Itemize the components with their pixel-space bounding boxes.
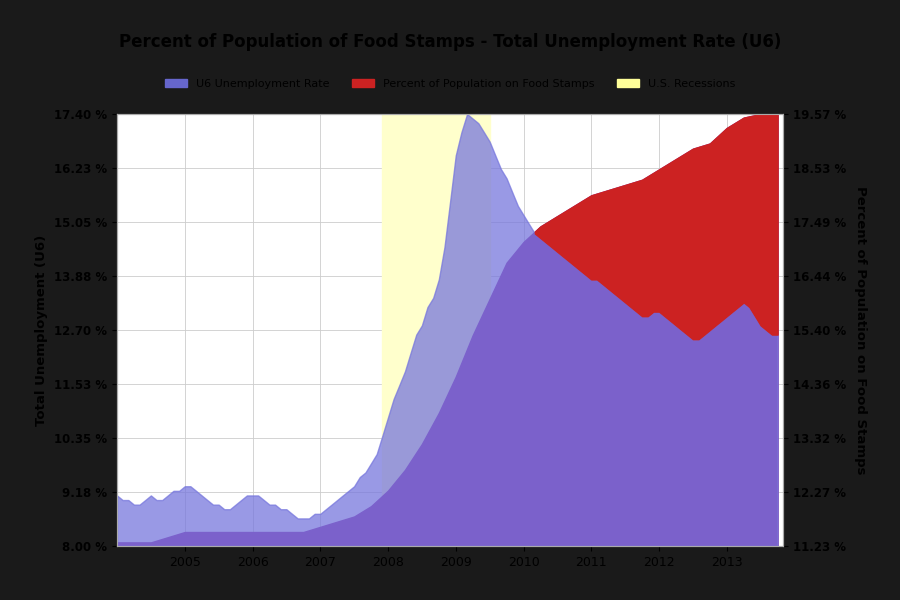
Y-axis label: Percent of Population on Food Stamps: Percent of Population on Food Stamps (854, 186, 867, 474)
Text: Percent of Population of Food Stamps - Total Unemployment Rate (U6): Percent of Population of Food Stamps - T… (119, 33, 781, 51)
Y-axis label: Total Unemployment (U6): Total Unemployment (U6) (35, 235, 49, 425)
Bar (382, 114, 490, 546)
Legend: U6 Unemployment Rate, Percent of Population on Food Stamps, U.S. Recessions: U6 Unemployment Rate, Percent of Populat… (160, 74, 740, 94)
